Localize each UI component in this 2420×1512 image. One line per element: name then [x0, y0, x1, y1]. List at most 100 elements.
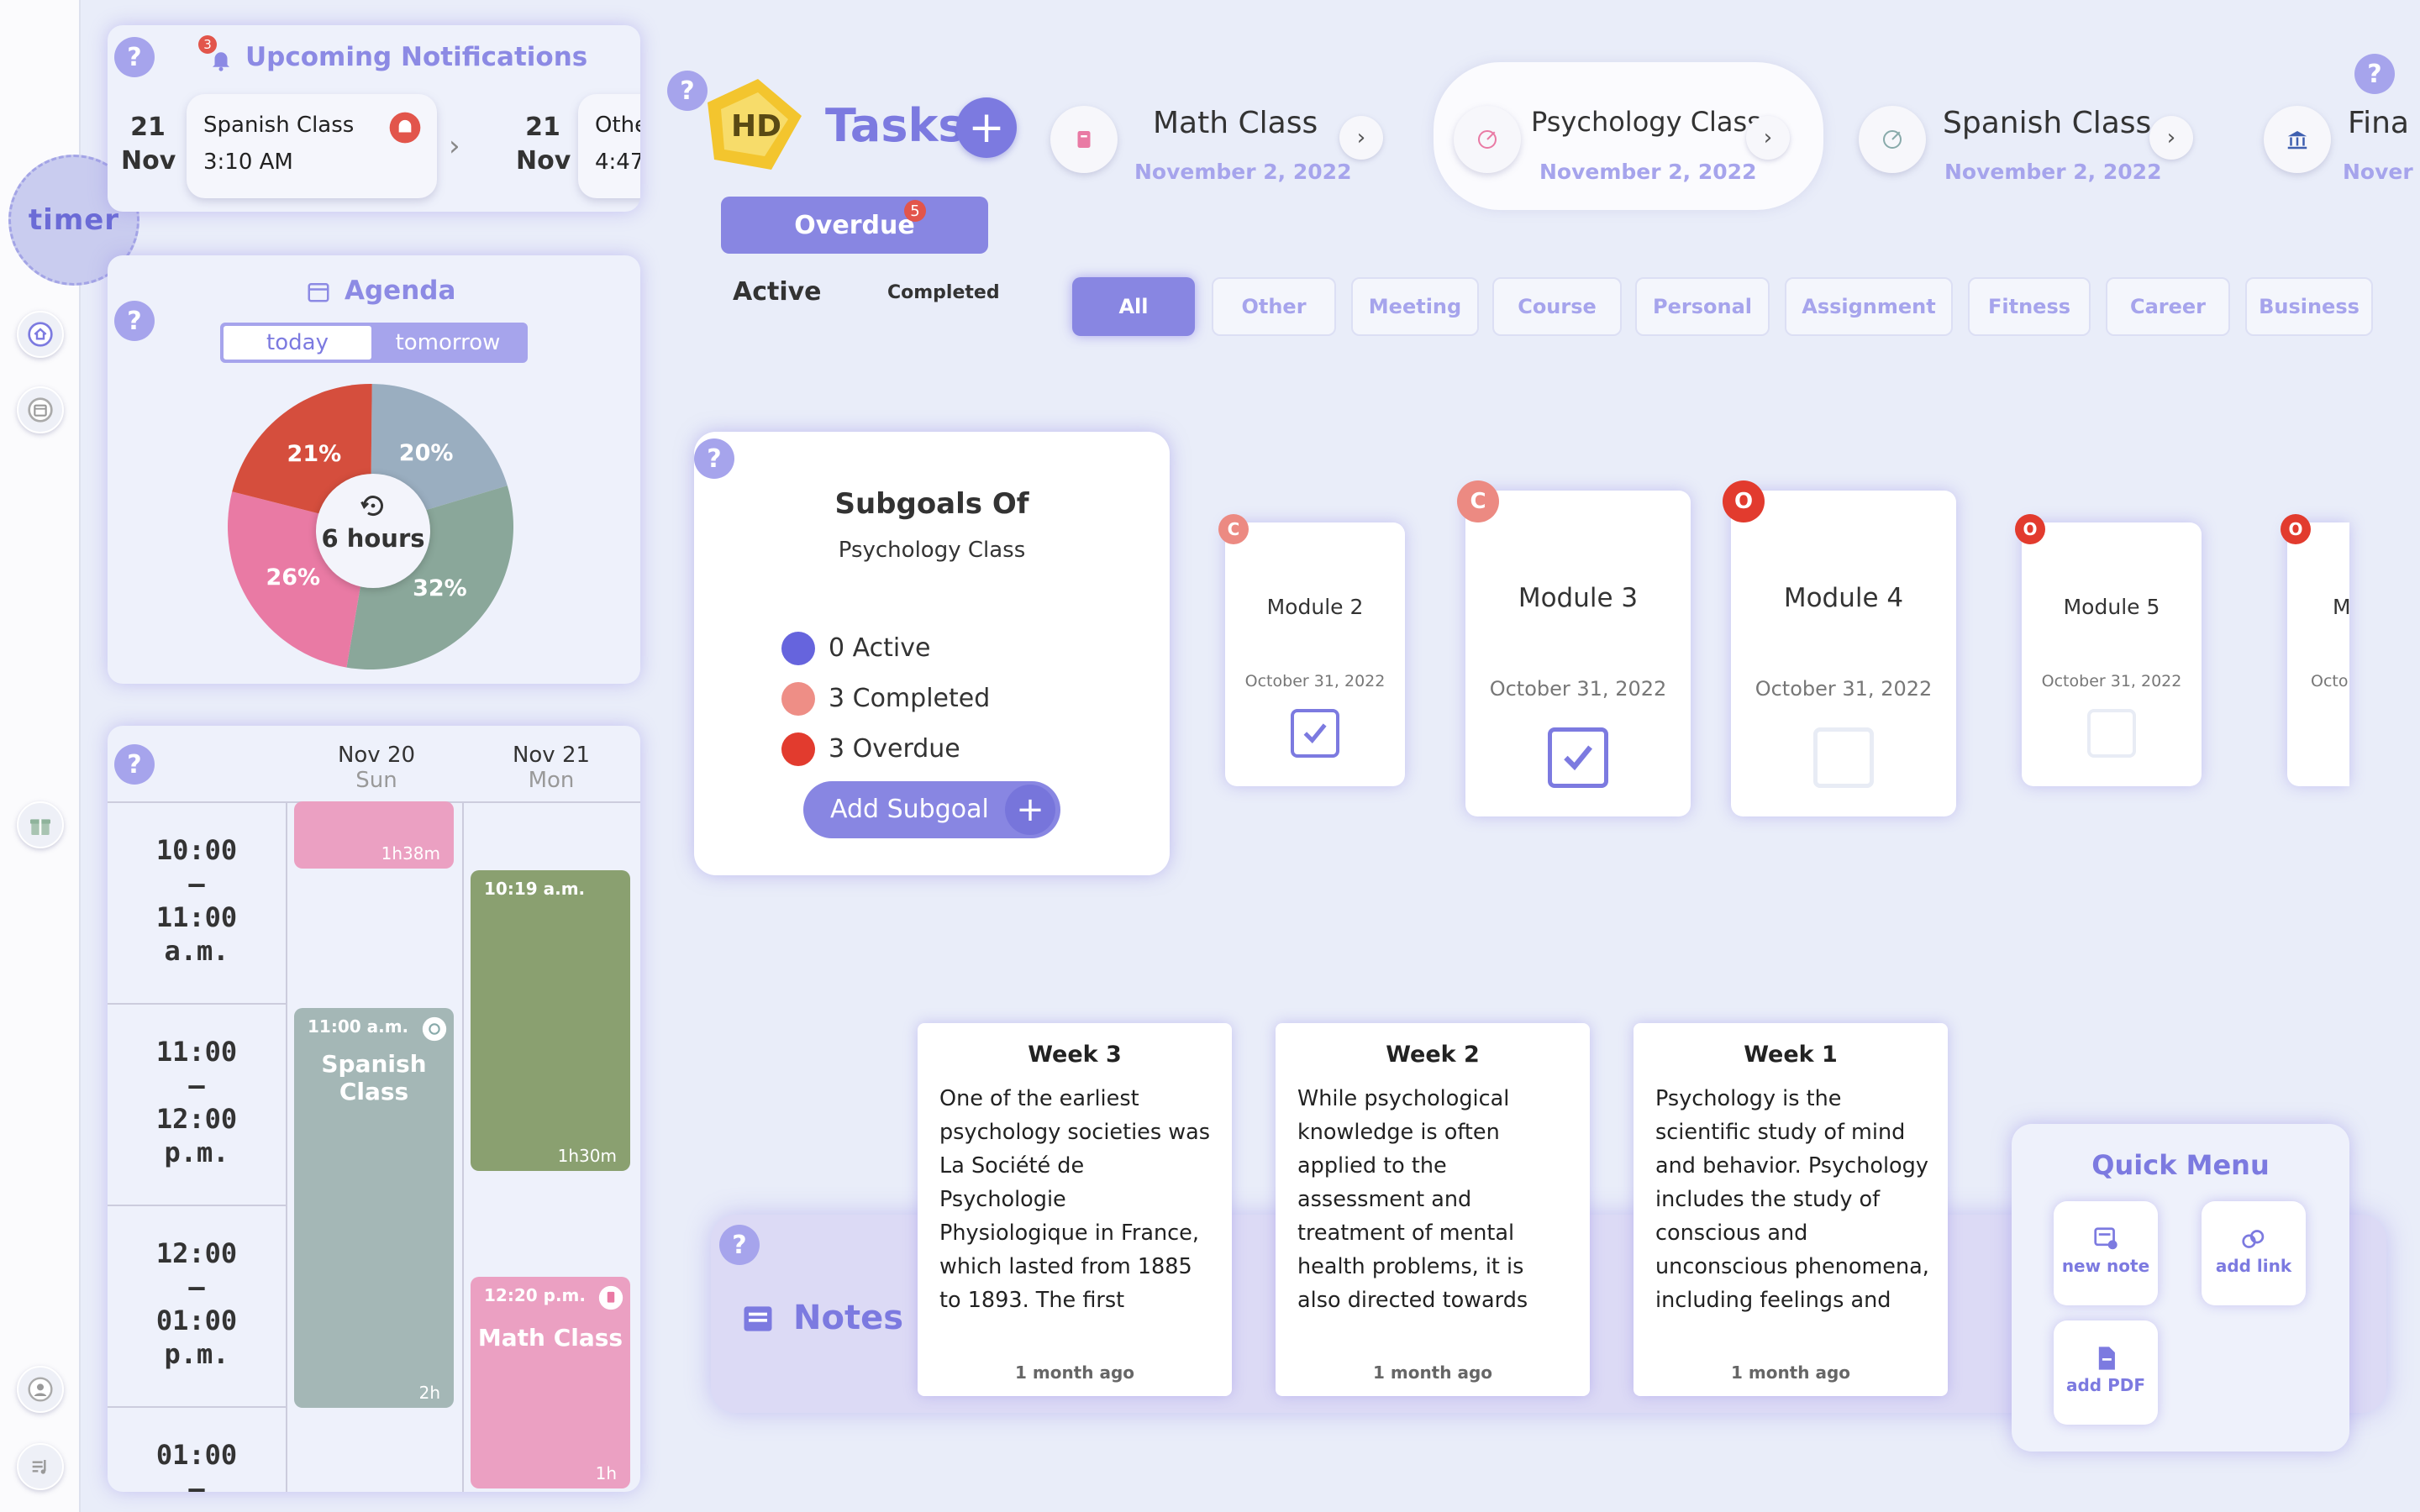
- help-icon[interactable]: ?: [694, 438, 734, 479]
- chevron-right-icon[interactable]: ›: [449, 129, 460, 163]
- divider: [108, 1205, 286, 1206]
- pdf-icon: [2098, 1347, 2115, 1370]
- chevron-right-icon[interactable]: ›: [1746, 116, 1790, 160]
- home-button[interactable]: [17, 311, 64, 358]
- tab-completed[interactable]: Completed: [887, 282, 1000, 303]
- help-icon[interactable]: ?: [667, 71, 708, 111]
- notifications-title: Upcoming Notifications: [245, 42, 588, 72]
- tab-tomorrow[interactable]: tomorrow: [395, 330, 501, 355]
- overdue-count-badge: 5: [904, 200, 926, 222]
- module-checkbox[interactable]: [1548, 727, 1608, 788]
- class-item-math[interactable]: Math Class November 2, 2022 ›: [1049, 57, 1435, 208]
- time-slot: 11:00–12:00 p.m.: [155, 1036, 238, 1168]
- class-item-finance[interactable]: Fina Nover: [2260, 57, 2420, 208]
- calendar-event[interactable]: 1h38m: [294, 801, 454, 869]
- gift-button[interactable]: [17, 801, 64, 848]
- refresh-icon: [360, 496, 383, 517]
- filter-course[interactable]: Course: [1492, 277, 1622, 336]
- overdue-badge: O: [2015, 514, 2045, 544]
- module-card[interactable]: Module 5 October 31, 2022: [2022, 522, 2202, 786]
- class-item-psychology[interactable]: Psychology Class November 2, 2022 ›: [1454, 57, 1815, 208]
- tab-today[interactable]: today: [224, 326, 371, 360]
- filter-career[interactable]: Career: [2106, 277, 2230, 336]
- note-card[interactable]: Week 2 While psychological knowledge is …: [1276, 1023, 1590, 1396]
- music-button[interactable]: [17, 1443, 64, 1490]
- pie-label: 21%: [287, 441, 342, 467]
- notification-card[interactable]: Spanish Class 3:10 AM: [187, 94, 437, 198]
- module-card[interactable]: Module 2 October 31, 2022: [1225, 522, 1405, 786]
- help-icon[interactable]: ?: [719, 1225, 760, 1265]
- calendar-event-math[interactable]: 12:20 p.m. Math Class 1h: [471, 1277, 630, 1488]
- help-icon[interactable]: ?: [114, 37, 155, 77]
- agenda-hours: 6 hours: [321, 524, 425, 553]
- plus-icon: +: [968, 102, 1005, 153]
- add-pdf-button[interactable]: add PDF: [2054, 1320, 2158, 1425]
- bell-icon: [213, 52, 229, 71]
- checkmark-icon: [1564, 745, 1593, 771]
- checkmark-icon: [1303, 723, 1327, 744]
- time-slot: 10:00–11:00 a.m.: [155, 834, 238, 967]
- calendar-event[interactable]: 10:19 a.m. 1h30m: [471, 870, 630, 1171]
- pie-label: 26%: [266, 564, 320, 591]
- module-checkbox[interactable]: [2087, 709, 2136, 758]
- quick-menu-title: Quick Menu: [2091, 1149, 2270, 1181]
- module-card[interactable]: Module 4 October 31, 2022: [1731, 491, 1956, 816]
- day-header: Nov 21 Mon: [512, 743, 591, 793]
- new-note-button[interactable]: new note: [2054, 1201, 2158, 1305]
- notes-title: Notes: [793, 1299, 904, 1337]
- target-icon: [1883, 130, 1902, 149]
- module-checkbox[interactable]: [1291, 709, 1339, 758]
- calendar-event-spanish[interactable]: 11:00 a.m. Spanish Class 2h: [294, 1008, 454, 1408]
- help-icon[interactable]: ?: [114, 744, 155, 785]
- module-card[interactable]: Module 3 October 31, 2022: [1465, 491, 1691, 816]
- day-header: Nov 20 Sun: [337, 743, 416, 793]
- profile-icon: [28, 1377, 53, 1402]
- calendar-button[interactable]: [17, 386, 64, 433]
- add-link-button[interactable]: add link: [2202, 1201, 2306, 1305]
- completed-badge: C: [1457, 480, 1499, 522]
- divider: [108, 1406, 286, 1408]
- tasks-logo-icon: HD: [708, 79, 802, 170]
- filter-business[interactable]: Business: [2245, 277, 2373, 336]
- link-icon: [2242, 1230, 2265, 1248]
- class-item-spanish[interactable]: Spanish Class November 2, 2022 ›: [1859, 57, 2212, 208]
- pie-label: 20%: [399, 440, 454, 466]
- divider: [462, 801, 464, 1492]
- plus-icon: +: [1005, 785, 1055, 835]
- profile-button[interactable]: [17, 1366, 64, 1413]
- class-icon: [422, 1016, 447, 1042]
- notifications-panel: ? 3 Upcoming Notifications 21 Nov Spanish…: [108, 25, 640, 212]
- filter-all[interactable]: All: [1072, 277, 1195, 336]
- overdue-badge: O: [2281, 514, 2311, 544]
- subgoals-subtitle: Psychology Class: [838, 538, 1026, 563]
- module-card[interactable]: M Octob: [2287, 522, 2349, 786]
- add-task-button[interactable]: +: [956, 97, 1017, 158]
- overdue-button[interactable]: Overdue: [721, 197, 988, 254]
- time-slot: 12:00–01:00 p.m.: [155, 1237, 238, 1370]
- chevron-right-icon[interactable]: ›: [2149, 116, 2193, 160]
- help-icon[interactable]: ?: [2354, 54, 2395, 94]
- new-note-icon: [2094, 1227, 2118, 1250]
- gift-icon: [30, 819, 50, 835]
- tab-active[interactable]: Active: [733, 277, 822, 307]
- music-icon: [32, 1460, 46, 1474]
- add-subgoal-button[interactable]: Add Subgoal +: [803, 781, 1060, 838]
- tasks-title: Tasks: [825, 99, 965, 152]
- note-card[interactable]: Week 3 One of the earliest psychology so…: [918, 1023, 1232, 1396]
- filter-fitness[interactable]: Fitness: [1968, 277, 2091, 336]
- filter-assignment[interactable]: Assignment: [1785, 277, 1953, 336]
- filter-meeting[interactable]: Meeting: [1351, 277, 1479, 336]
- subgoals-title: Subgoals Of: [834, 487, 1029, 521]
- time-slot: 01:00–: [155, 1439, 238, 1492]
- agenda-title: Agenda: [345, 276, 456, 306]
- note-card[interactable]: Week 1 Psychology is the scientific stud…: [1634, 1023, 1948, 1396]
- filter-personal[interactable]: Personal: [1635, 277, 1770, 336]
- divider: [108, 1003, 286, 1005]
- filter-other[interactable]: Other: [1212, 277, 1336, 336]
- notes-icon: [744, 1306, 772, 1331]
- notification-card[interactable]: Othe 4:47: [578, 94, 640, 198]
- module-checkbox[interactable]: [1813, 727, 1874, 788]
- status-dot: [781, 632, 815, 665]
- chevron-right-icon[interactable]: ›: [1339, 116, 1383, 160]
- help-icon[interactable]: ?: [114, 301, 155, 341]
